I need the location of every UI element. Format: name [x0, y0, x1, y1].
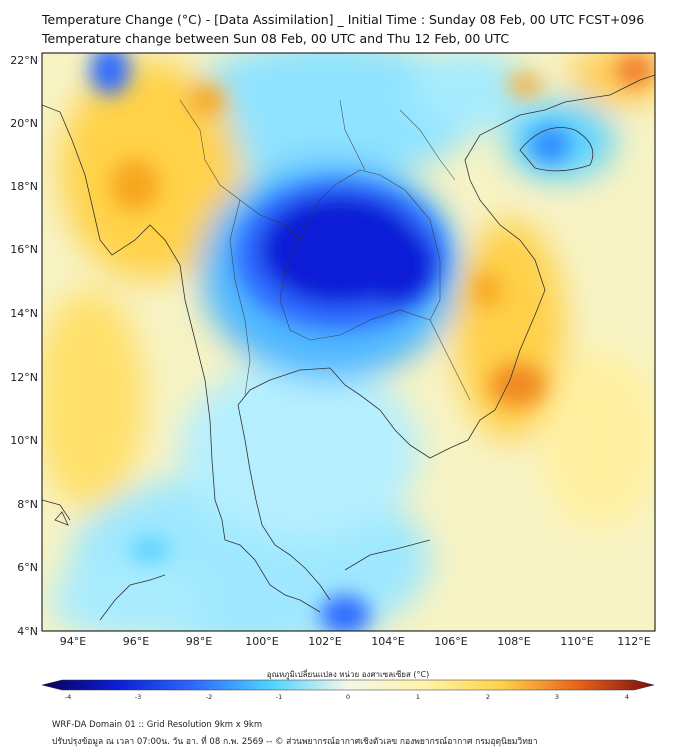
lon-label: 106°E	[434, 635, 467, 648]
lat-label: 8°N	[17, 498, 38, 511]
lat-label: 4°N	[17, 625, 38, 638]
lon-label: 98°E	[186, 635, 212, 648]
lat-label: 12°N	[10, 371, 38, 384]
colorbar-tick: 3	[555, 693, 559, 700]
lon-label: 100°E	[245, 635, 278, 648]
lon-label: 112°E	[617, 635, 650, 648]
colorbar-tick: -4	[65, 693, 71, 700]
lat-label: 20°N	[10, 117, 38, 130]
colorbar-title: อุณหภูมิเปลี่ยนแปลง หน่วย องศาเซลเซียส (…	[267, 668, 429, 680]
lat-label: 14°N	[10, 307, 38, 320]
footer-update-info: ปรับปรุงข้อมูล ณ เวลา 07:00น. วัน อา. ที…	[52, 737, 538, 747]
longitude-axis: 94°E 96°E 98°E 100°E 102°E 104°E 106°E 1…	[60, 635, 651, 648]
colorbar-tick: 0	[346, 693, 350, 700]
temperature-change-map: 22°N 20°N 18°N 16°N 14°N 12°N 10°N 8°N 6…	[10, 52, 656, 700]
colorbar-tick: -1	[276, 693, 282, 700]
colorbar-scale	[41, 679, 655, 691]
lat-label: 22°N	[10, 54, 38, 67]
lat-label: 6°N	[17, 561, 38, 574]
map-frame	[41, 52, 656, 632]
lon-label: 96°E	[123, 635, 149, 648]
colorbar: อุณหภูมิเปลี่ยนแปลง หน่วย องศาเซลเซียส (…	[41, 668, 655, 700]
lat-label: 10°N	[10, 434, 38, 447]
lon-label: 104°E	[371, 635, 404, 648]
lon-label: 102°E	[308, 635, 341, 648]
lon-label: 108°E	[497, 635, 530, 648]
lat-label: 18°N	[10, 180, 38, 193]
lon-label: 110°E	[560, 635, 593, 648]
borders	[179, 99, 471, 401]
colorbar-tick: 1	[416, 693, 420, 700]
latitude-axis: 22°N 20°N 18°N 16°N 14°N 12°N 10°N 8°N 6…	[10, 54, 38, 638]
coastlines	[42, 74, 655, 621]
colorbar-tick: -3	[135, 693, 141, 700]
footer-grid-info: WRF-DA Domain 01 :: Grid Resolution 9km …	[52, 720, 263, 730]
colorbar-tick: 2	[486, 693, 490, 700]
title-line-1: Temperature Change (°C) - [Data Assimila…	[42, 12, 645, 27]
temperature-field	[42, 53, 655, 631]
title-line-2: Temperature change between Sun 08 Feb, 0…	[42, 31, 510, 46]
lat-label: 16°N	[10, 243, 38, 256]
colorbar-tick: -2	[206, 693, 212, 700]
lon-label: 94°E	[60, 635, 86, 648]
colorbar-tick: 4	[625, 693, 629, 700]
